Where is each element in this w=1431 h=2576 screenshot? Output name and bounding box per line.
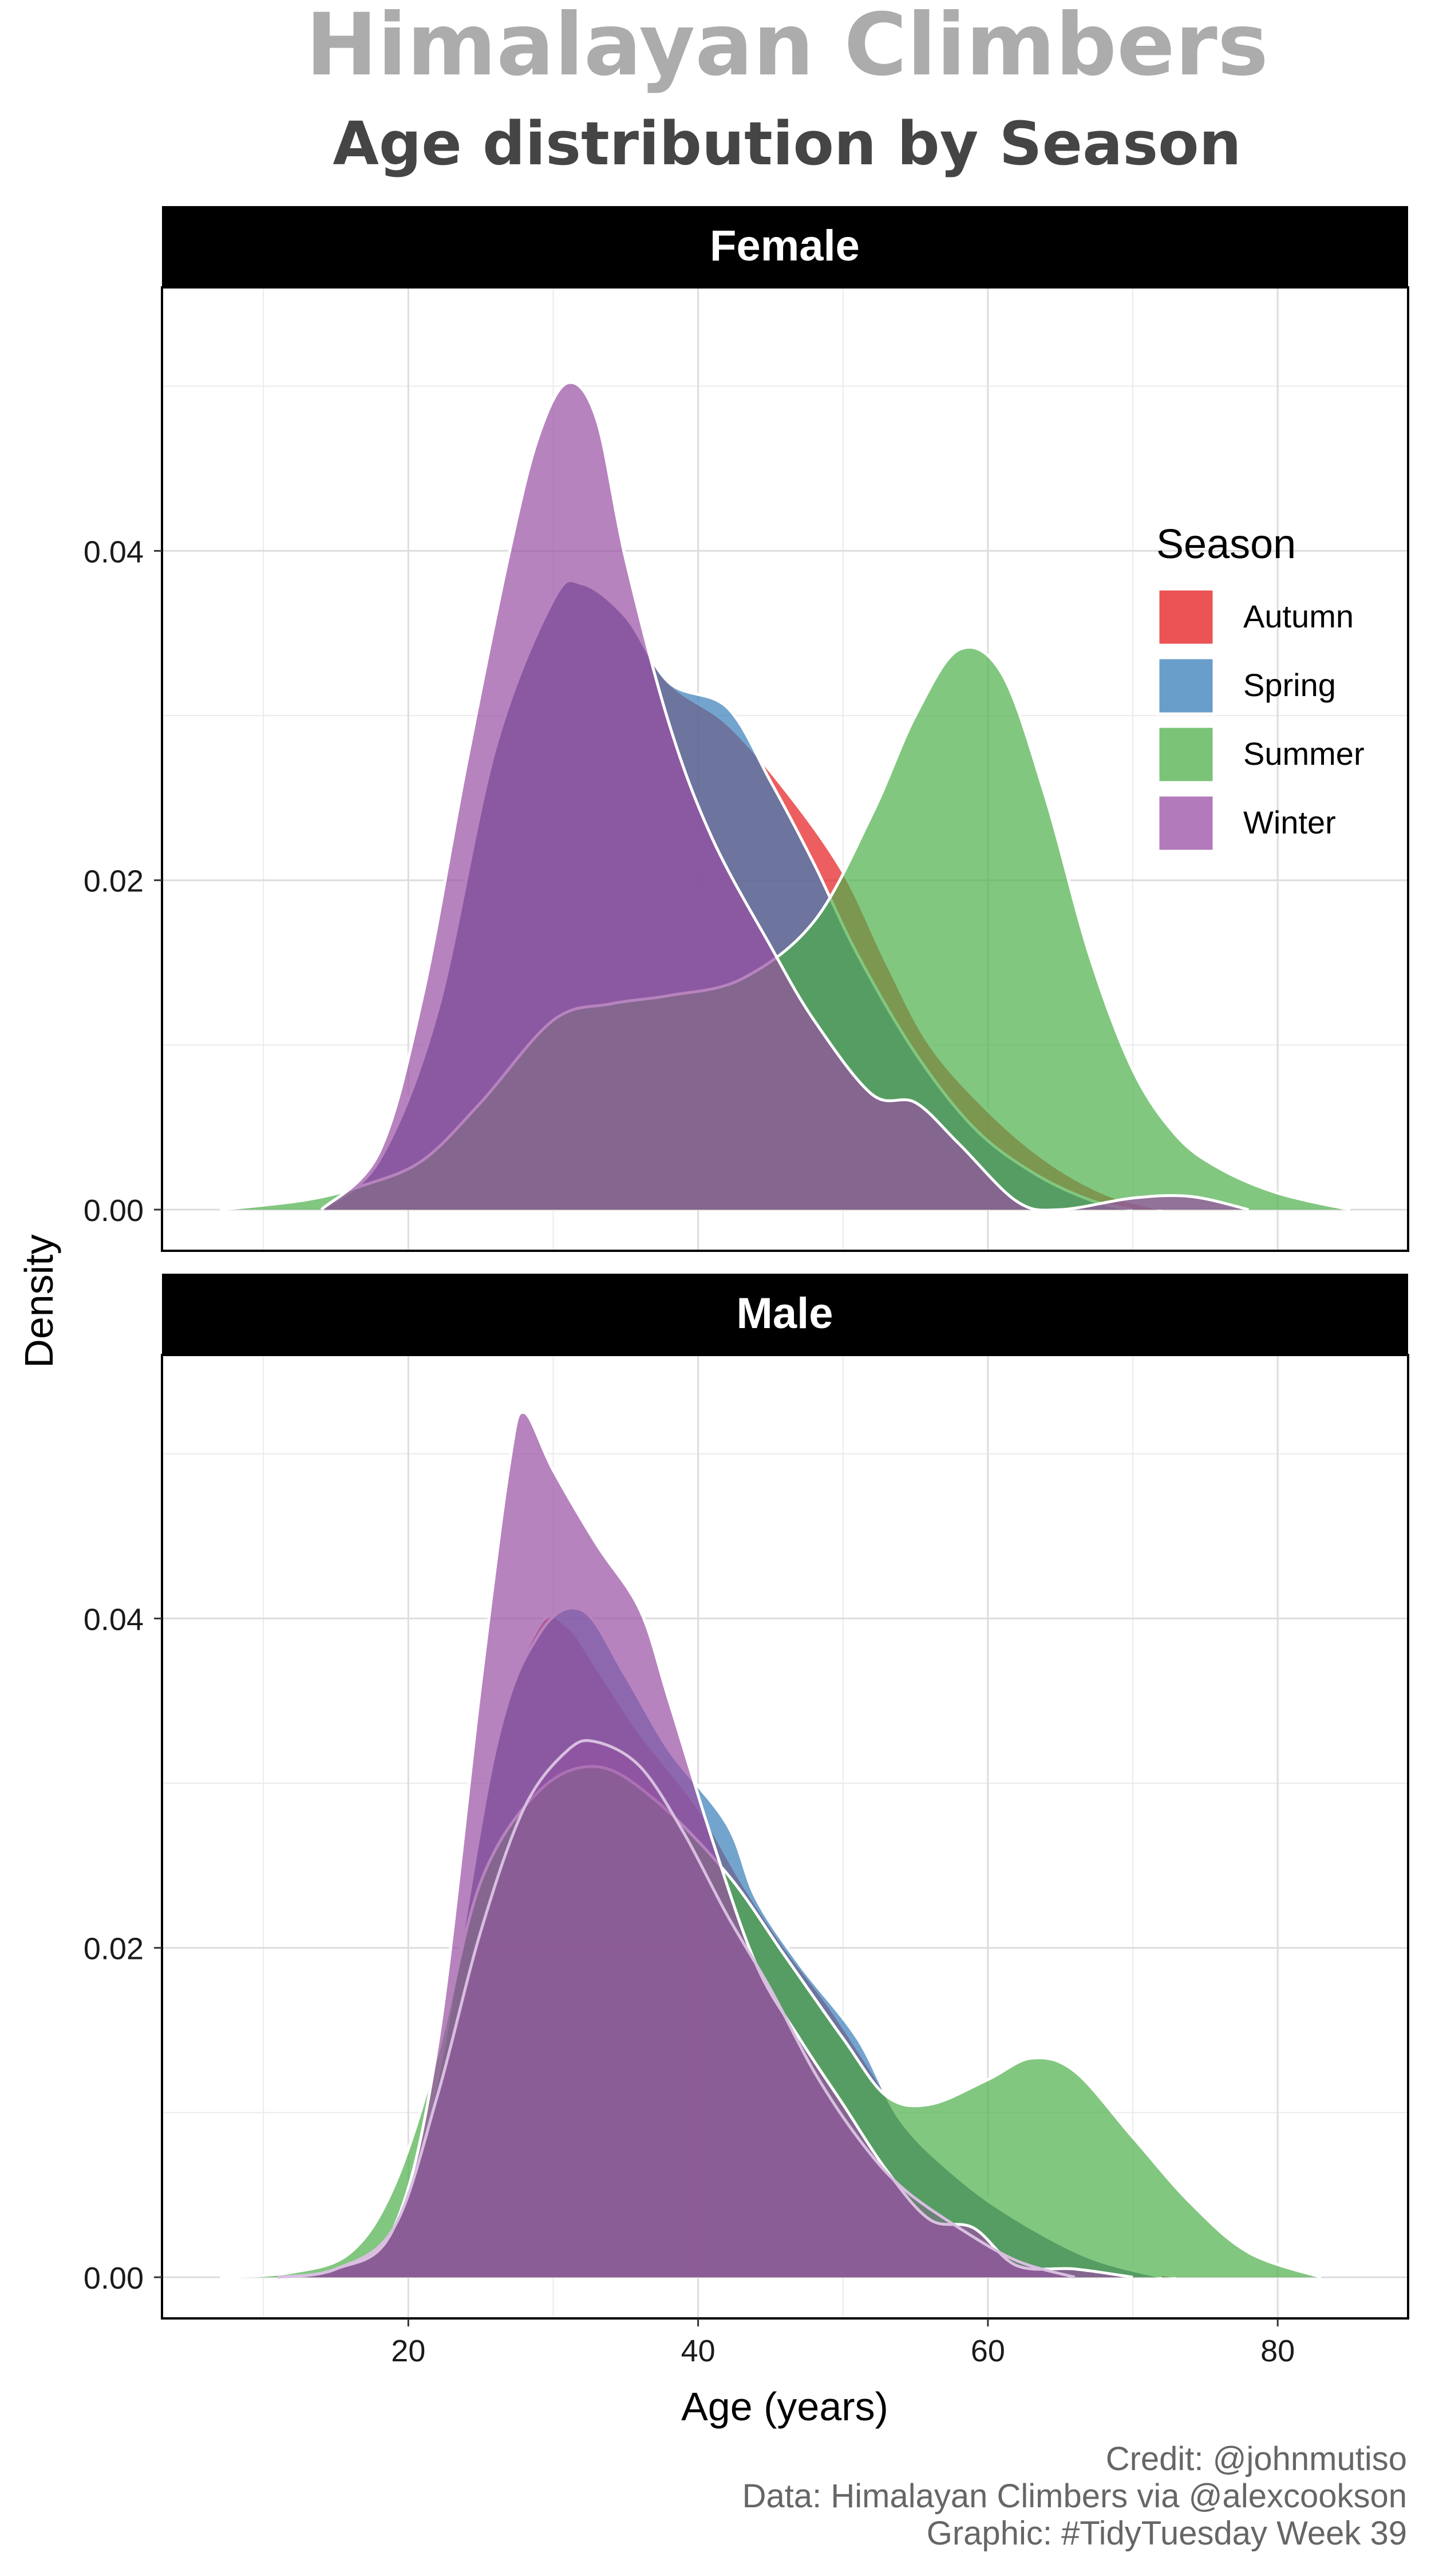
legend-label-autumn: Autumn [1243, 598, 1354, 634]
density-outline-winter [278, 1411, 1133, 2279]
facet-label-female: Female [710, 222, 860, 270]
density-areas-male [220, 1411, 1322, 2279]
density-area-winter-pale [278, 1740, 1075, 2278]
legend-swatch-winter [1157, 795, 1215, 852]
y-tick-label: 0.00 [84, 1194, 144, 1228]
legend-label-spring: Spring [1243, 667, 1336, 703]
y-tick-label: 0.04 [84, 535, 144, 569]
y-axis-female: 0.00 0.02 0.04 [84, 535, 162, 1228]
y-axis-label: Density [17, 1234, 61, 1368]
legend-swatch-autumn [1157, 588, 1215, 646]
y-axis-male: 0.00 0.02 0.04 [84, 1602, 162, 2296]
chart-title: Himalayan Climbers [306, 0, 1268, 95]
facet-strip-female [162, 206, 1408, 287]
density-outline-winter [320, 381, 1250, 1212]
y-tick-label: 0.02 [84, 864, 144, 899]
legend-label-winter: Winter [1243, 804, 1336, 840]
panel-border-male [161, 1354, 1409, 2320]
y-tick-label: 0.00 [84, 2261, 144, 2296]
legend-label-summer: Summer [1243, 736, 1365, 772]
x-tick-label: 40 [681, 2334, 716, 2368]
credits: Credit: @johnmutiso Data: Himalayan Clim… [742, 2440, 1407, 2552]
density-outline-summer [220, 1765, 1322, 2279]
legend-swatch-summer [1157, 726, 1215, 783]
legend-title: Season [1156, 521, 1296, 567]
facet-female: Female 0.00 0.02 0.04 [84, 206, 1409, 1252]
facet-label-male: Male [737, 1289, 833, 1338]
density-area-winter [321, 382, 1249, 1211]
x-tick-label: 20 [391, 2334, 425, 2368]
density-area-summer [220, 647, 1350, 1210]
x-axis: 20 40 60 80 [391, 2318, 1295, 2368]
legend-swatch-spring [1157, 657, 1215, 714]
density-areas-female [220, 381, 1351, 1212]
y-tick-label: 0.02 [84, 1932, 144, 1966]
panel-border-female [161, 286, 1409, 1252]
chart-subtitle: Age distribution by Season [333, 109, 1241, 179]
y-tick-label: 0.04 [84, 1602, 144, 1637]
x-axis-label: Age (years) [681, 2384, 888, 2429]
credit-line: Credit: @johnmutiso [1106, 2440, 1407, 2478]
facet-male: Male 0.00 0.02 0.04 [84, 1274, 1409, 2320]
data-source-line: Data: Himalayan Climbers via @alexcookso… [742, 2478, 1407, 2515]
x-tick-label: 60 [971, 2334, 1005, 2368]
x-tick-label: 80 [1260, 2334, 1295, 2368]
graphic-line: Graphic: #TidyTuesday Week 39 [927, 2515, 1407, 2552]
legend: Season Autumn Spring Summer Winter [1156, 521, 1365, 853]
facet-strip-male [162, 1274, 1408, 1355]
density-area-winter [278, 1412, 1133, 2278]
density-outline-winter-pale [278, 1739, 1076, 2279]
